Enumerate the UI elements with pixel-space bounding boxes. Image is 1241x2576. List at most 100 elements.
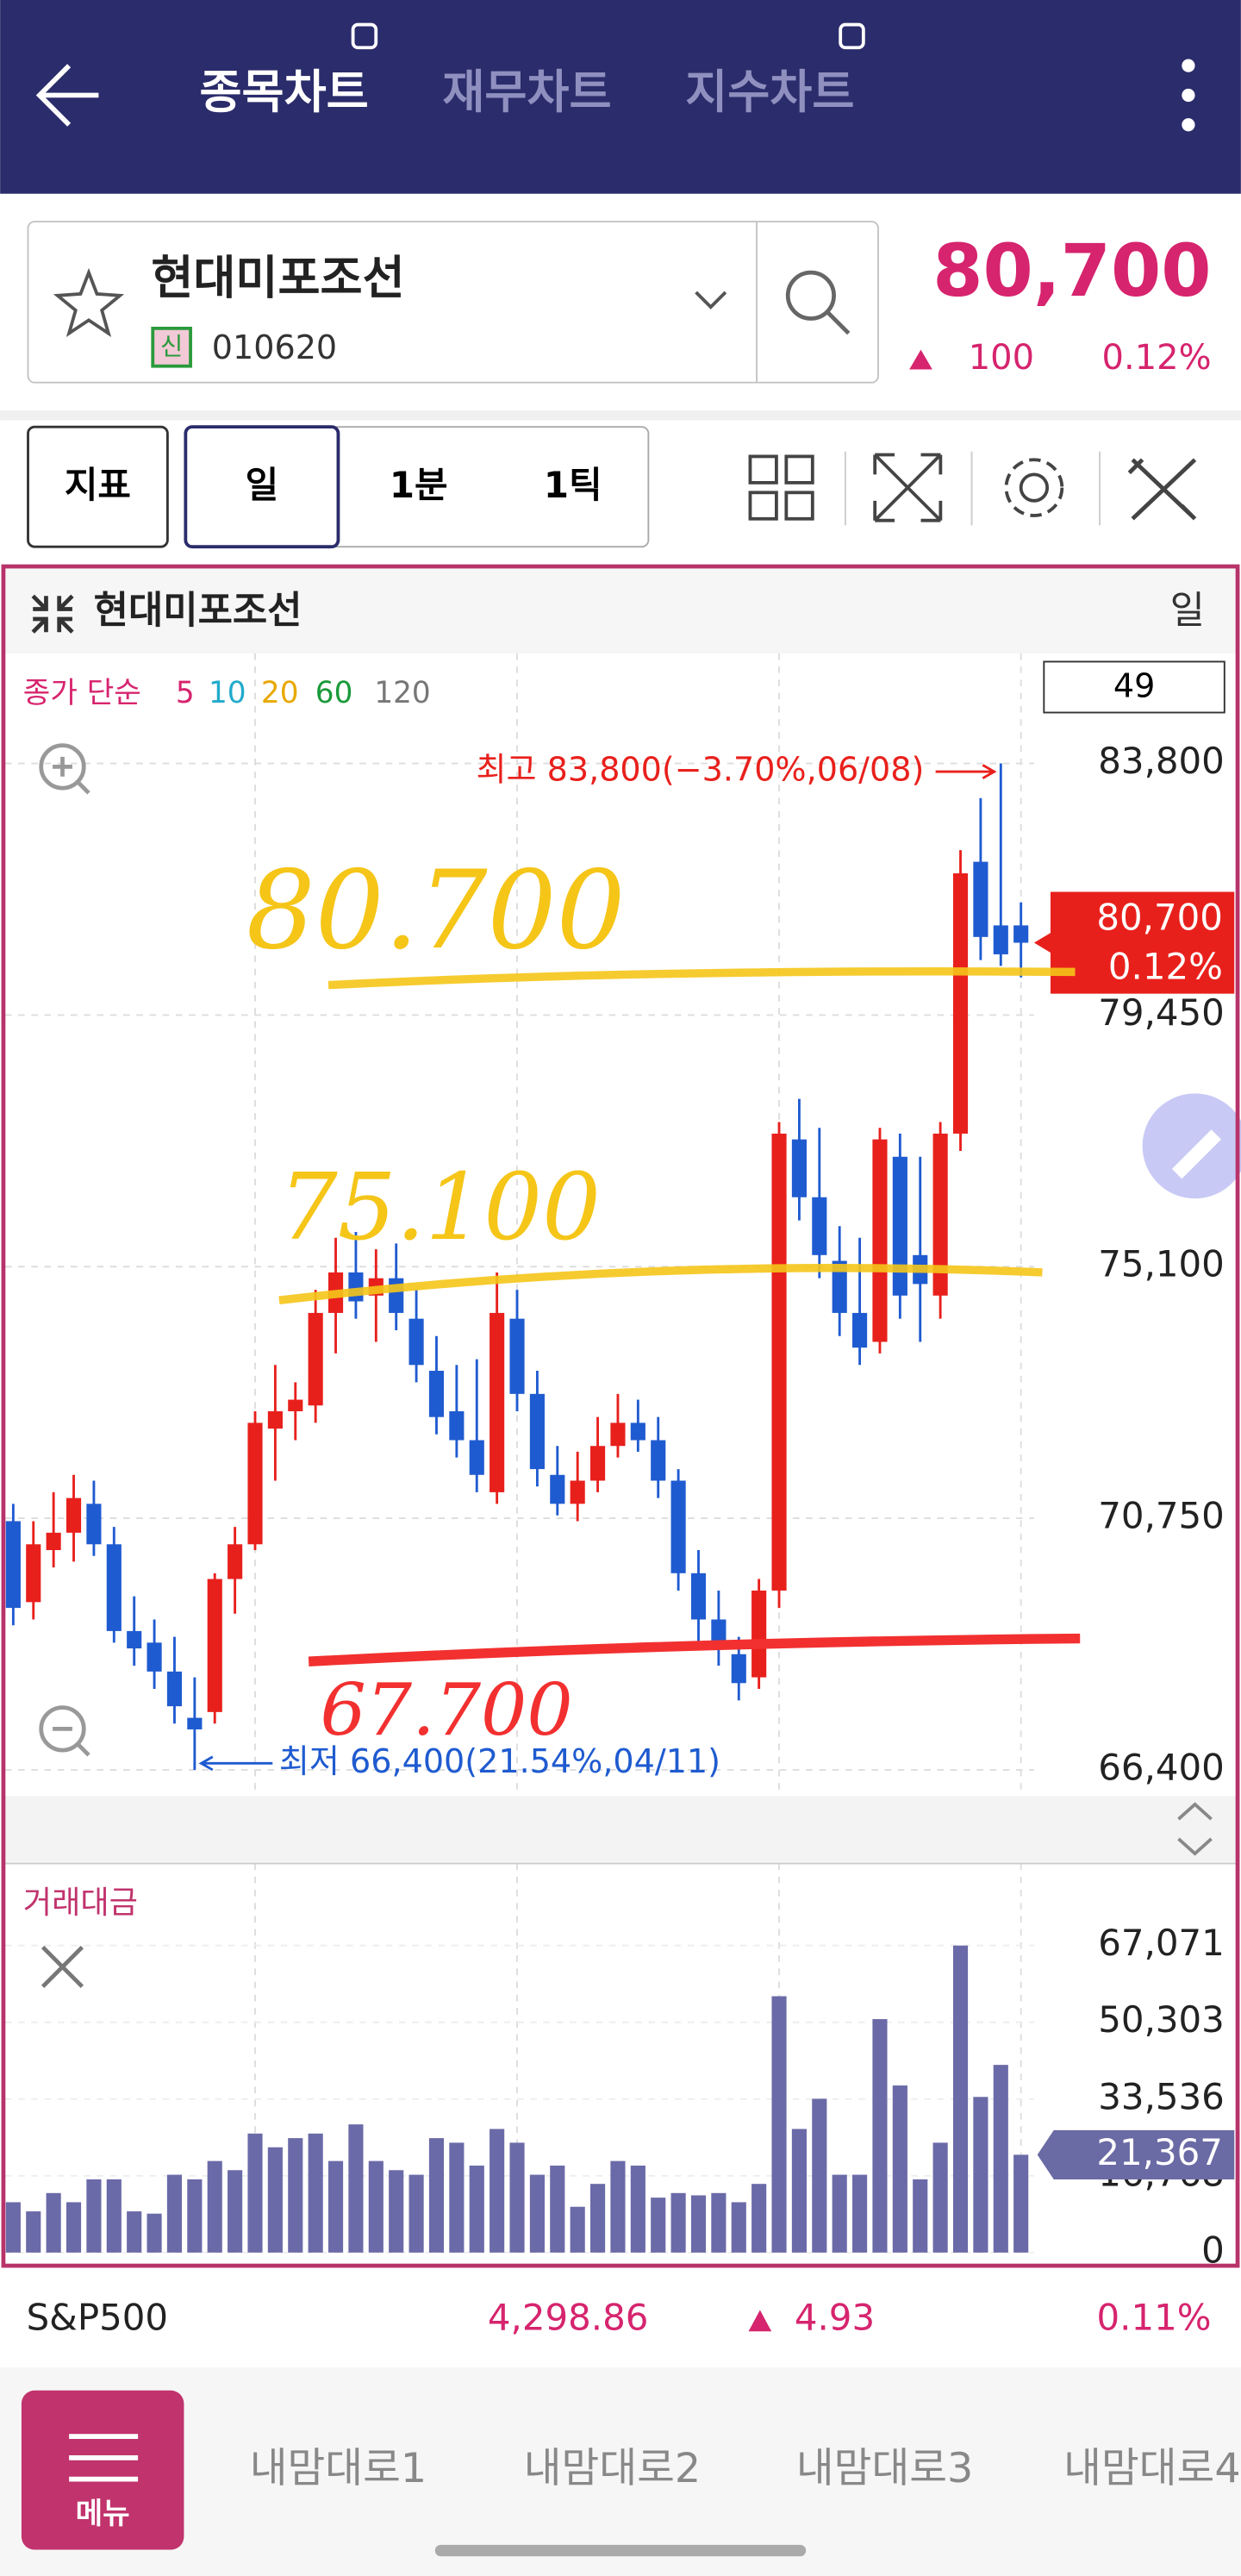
pencil-icon [1171, 1129, 1222, 1179]
candle-body [872, 1139, 888, 1342]
more-menu[interactable] [1182, 59, 1195, 132]
candle-body [5, 1521, 21, 1609]
candle-body [651, 1440, 666, 1481]
candle-body [86, 1504, 102, 1545]
candle-body [408, 1318, 424, 1366]
high-arrow [935, 764, 997, 779]
volume-bar [913, 2179, 928, 2253]
candle-body [993, 925, 1008, 954]
volume-bar [348, 2124, 364, 2253]
ma-legend: 20 [261, 676, 299, 710]
volume-bar [166, 2174, 183, 2253]
search-button[interactable] [785, 270, 851, 335]
nav-item[interactable]: 내맘대로3 [796, 2445, 973, 2492]
stock-box[interactable] [27, 221, 879, 384]
candle-body [952, 873, 969, 1134]
tab[interactable]: 지수차트 [685, 66, 854, 119]
candle-body [731, 1654, 746, 1684]
period[interactable]: 1틱 [544, 464, 602, 506]
y-tick-label: 70,750 [1098, 1495, 1225, 1537]
volume-bar [228, 2170, 243, 2253]
nav-item[interactable]: 내맘대로1 [250, 2445, 427, 2492]
candle-body [1013, 925, 1029, 943]
tab[interactable]: 종목차트 [199, 66, 368, 119]
volume-bar [872, 2019, 888, 2253]
volume-tick-label: 67,071 [1098, 1922, 1225, 1964]
home-indicator [434, 2544, 807, 2557]
tab[interactable]: 재무차트 [442, 66, 611, 119]
candle-body [147, 1642, 162, 1672]
tab-icon [839, 22, 865, 50]
volume-bar [711, 2192, 727, 2253]
up-triangle [748, 2310, 772, 2332]
volume-bar [428, 2138, 445, 2253]
dropdown[interactable] [695, 291, 727, 309]
volume-bar [791, 2129, 807, 2253]
period-selected[interactable] [184, 425, 340, 549]
zoom-in[interactable] [39, 743, 86, 791]
volume-bar [86, 2179, 102, 2253]
volume-bar [670, 2192, 686, 2253]
volume-bar [570, 2206, 585, 2253]
plot-area: 83,80079,45075,10070,75066,4002023/04/14… [4, 653, 1235, 2271]
candle-body [791, 1139, 807, 1197]
scroll-arrows[interactable] [1177, 1802, 1213, 1856]
volume-tick-label: 33,536 [1098, 2075, 1225, 2117]
favorite-star[interactable] [53, 267, 125, 338]
count-box[interactable] [1043, 660, 1225, 714]
volume-bar [731, 2202, 746, 2253]
back-button[interactable] [35, 64, 99, 127]
zoom-out-icon [53, 1726, 90, 1757]
y-tick-label: 66,400 [1098, 1746, 1225, 1788]
collapse-icon[interactable] [31, 594, 74, 634]
candle-body [207, 1579, 222, 1712]
menu-label: 메뉴 [76, 2497, 130, 2531]
separator [0, 410, 1241, 421]
index-bar [0, 2272, 1241, 2365]
close-volume[interactable] [41, 1945, 84, 1989]
chart-border [1, 564, 1240, 2268]
period[interactable]: 일 [246, 464, 279, 506]
candle-body [690, 1572, 707, 1620]
candle-body [228, 1544, 243, 1579]
volume-bar [993, 2065, 1008, 2253]
nav-item[interactable]: 내맘대로4 [1063, 2445, 1240, 2492]
volume-bar [147, 2213, 162, 2253]
candle-body [751, 1590, 767, 1678]
y-tick-label: 83,800 [1098, 740, 1225, 782]
low-arrow [198, 1755, 273, 1772]
ma-legend: 60 [315, 676, 353, 710]
volume-bar [106, 2179, 122, 2253]
volume-bar [812, 2098, 827, 2253]
settings-button[interactable] [1004, 458, 1064, 517]
volume-bar [550, 2165, 565, 2253]
volume-bar [852, 2174, 868, 2253]
fullscreen-button[interactable] [873, 453, 943, 522]
candle-body [892, 1156, 907, 1296]
menu-button[interactable] [21, 2390, 184, 2550]
tools-button[interactable] [1127, 458, 1197, 521]
volume-bar [46, 2192, 61, 2253]
count: 49 [1113, 666, 1155, 704]
hand-note: 75.100 [279, 1154, 601, 1261]
price-change-pct: 0.12% [1102, 338, 1212, 378]
hand-note: 80.700 [246, 847, 626, 973]
candle-body [127, 1630, 142, 1649]
volume-tick-label: 50,303 [1098, 1998, 1225, 2041]
volume-bar [5, 2202, 21, 2253]
current-price-box [1033, 891, 1235, 994]
pencil-button[interactable] [1142, 1093, 1241, 1199]
indicator-button[interactable] [27, 425, 169, 548]
badge [151, 326, 192, 368]
period[interactable]: 1분 [390, 464, 448, 506]
volume-bar [529, 2174, 545, 2253]
volume-bar [389, 2170, 404, 2253]
layout-button[interactable] [748, 454, 814, 521]
stock-name: 현대미포조선 [151, 251, 404, 304]
candle-body [46, 1532, 61, 1550]
menu-icon [69, 2434, 139, 2482]
zoom-out[interactable] [39, 1705, 86, 1753]
candle-body [570, 1480, 585, 1504]
volume-bar [368, 2160, 384, 2253]
nav-item[interactable]: 내맘대로2 [524, 2445, 701, 2492]
